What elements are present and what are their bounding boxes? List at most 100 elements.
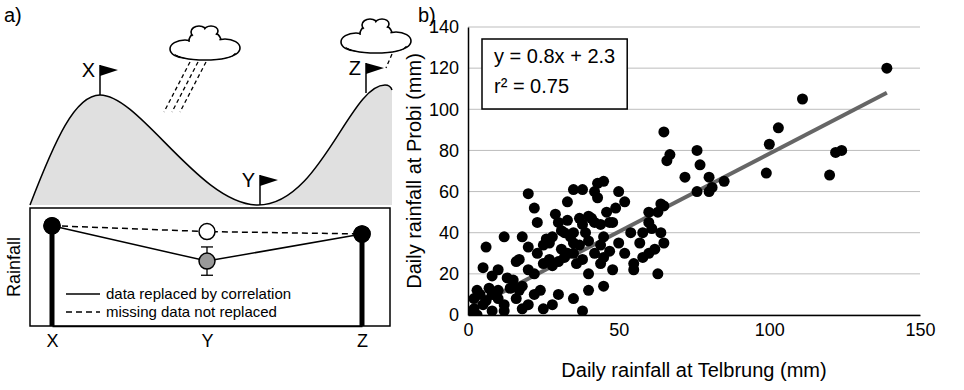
point	[658, 200, 669, 211]
tick-label: 150	[905, 320, 935, 340]
tick: 100	[429, 100, 468, 120]
x-axis-title: Daily rainfall at Telbrung (mm)	[561, 359, 826, 381]
point	[568, 248, 579, 259]
point	[881, 63, 892, 74]
tick-label: 0	[449, 305, 459, 325]
tick: 40	[439, 223, 468, 243]
panel-label: a)	[4, 4, 22, 26]
point	[598, 281, 609, 292]
grid-line	[468, 232, 920, 233]
rain	[172, 62, 198, 112]
annotation: r² = 0.75	[494, 75, 569, 97]
tick-label: Y	[201, 331, 213, 351]
cloud-fill	[347, 40, 404, 51]
point	[517, 281, 528, 292]
error-bar-cap	[201, 275, 213, 276]
point	[637, 252, 648, 263]
point	[568, 184, 579, 195]
plot-frame	[30, 208, 390, 326]
point	[544, 238, 555, 249]
point	[589, 186, 600, 197]
tick: 120	[429, 58, 468, 78]
point	[532, 217, 543, 228]
point	[692, 145, 703, 156]
tick: 20	[439, 264, 468, 284]
axis: 050100150	[463, 315, 935, 340]
axis: 020406080100120140	[429, 17, 469, 325]
stem	[50, 226, 55, 326]
axis-line	[469, 315, 921, 317]
site-label: Z	[349, 57, 361, 79]
flag: Z	[349, 57, 384, 93]
fit-line	[474, 93, 887, 307]
tick: Y	[201, 326, 213, 351]
tick-label: Z	[357, 331, 368, 351]
point	[44, 218, 60, 234]
point	[824, 170, 835, 181]
point	[577, 254, 588, 265]
point	[562, 196, 573, 207]
point	[487, 305, 498, 315]
point	[472, 310, 483, 316]
legend-label: missing data not replaced	[106, 303, 277, 320]
point	[487, 270, 498, 281]
hills	[30, 85, 392, 205]
tick-label: 40	[439, 223, 459, 243]
point	[613, 238, 624, 249]
rain	[386, 54, 392, 68]
point	[607, 264, 618, 275]
series-area	[44, 218, 370, 326]
point	[354, 226, 370, 242]
tick-label: 60	[439, 182, 459, 202]
point	[580, 227, 591, 238]
y-axis-title: Daily rainfall at Probi (mm)	[403, 53, 425, 289]
point	[619, 248, 630, 259]
flag-cloth	[100, 65, 118, 76]
point	[634, 238, 645, 249]
rain	[180, 62, 206, 112]
point	[695, 159, 706, 170]
point	[658, 238, 669, 249]
point	[628, 258, 639, 269]
point	[589, 217, 600, 228]
annotation: y = 0.8x + 2.3	[494, 45, 615, 67]
error-bar-cap	[201, 246, 213, 247]
landscape: X Y Z	[30, 19, 411, 205]
point	[511, 293, 522, 304]
site-label: X	[82, 59, 95, 81]
legend-label: data replaced by correlation	[106, 285, 291, 302]
flag-cloth	[366, 63, 384, 74]
tick: 0	[463, 315, 473, 340]
point	[679, 172, 690, 183]
tick: 80	[439, 141, 468, 161]
cloud	[341, 19, 411, 53]
tick: 60	[439, 182, 468, 202]
point	[610, 203, 621, 214]
flag: Y	[242, 169, 278, 205]
grid-line	[468, 27, 920, 28]
point	[583, 285, 594, 296]
cloud	[170, 26, 240, 60]
point	[773, 122, 784, 133]
tick-label: 100	[755, 320, 785, 340]
tick: 100	[755, 315, 785, 340]
axis-line	[468, 28, 470, 316]
cloud-fill	[176, 47, 233, 58]
figure: a)XYZXYZRainfalldata replaced by correla…	[0, 0, 964, 390]
point	[577, 305, 588, 315]
point	[565, 231, 576, 242]
point	[761, 168, 772, 179]
tick-label: 120	[429, 58, 459, 78]
point	[538, 303, 549, 314]
point	[499, 231, 510, 242]
point	[836, 145, 847, 156]
cloud-fill	[205, 27, 216, 34]
tick-label: 20	[439, 264, 459, 284]
flag-cloth	[260, 175, 278, 186]
hills-outline	[30, 85, 392, 205]
point	[764, 139, 775, 150]
tick-label: X	[46, 331, 58, 351]
tick-label: 100	[429, 100, 459, 120]
point	[553, 289, 564, 300]
tick: Z	[357, 326, 368, 351]
